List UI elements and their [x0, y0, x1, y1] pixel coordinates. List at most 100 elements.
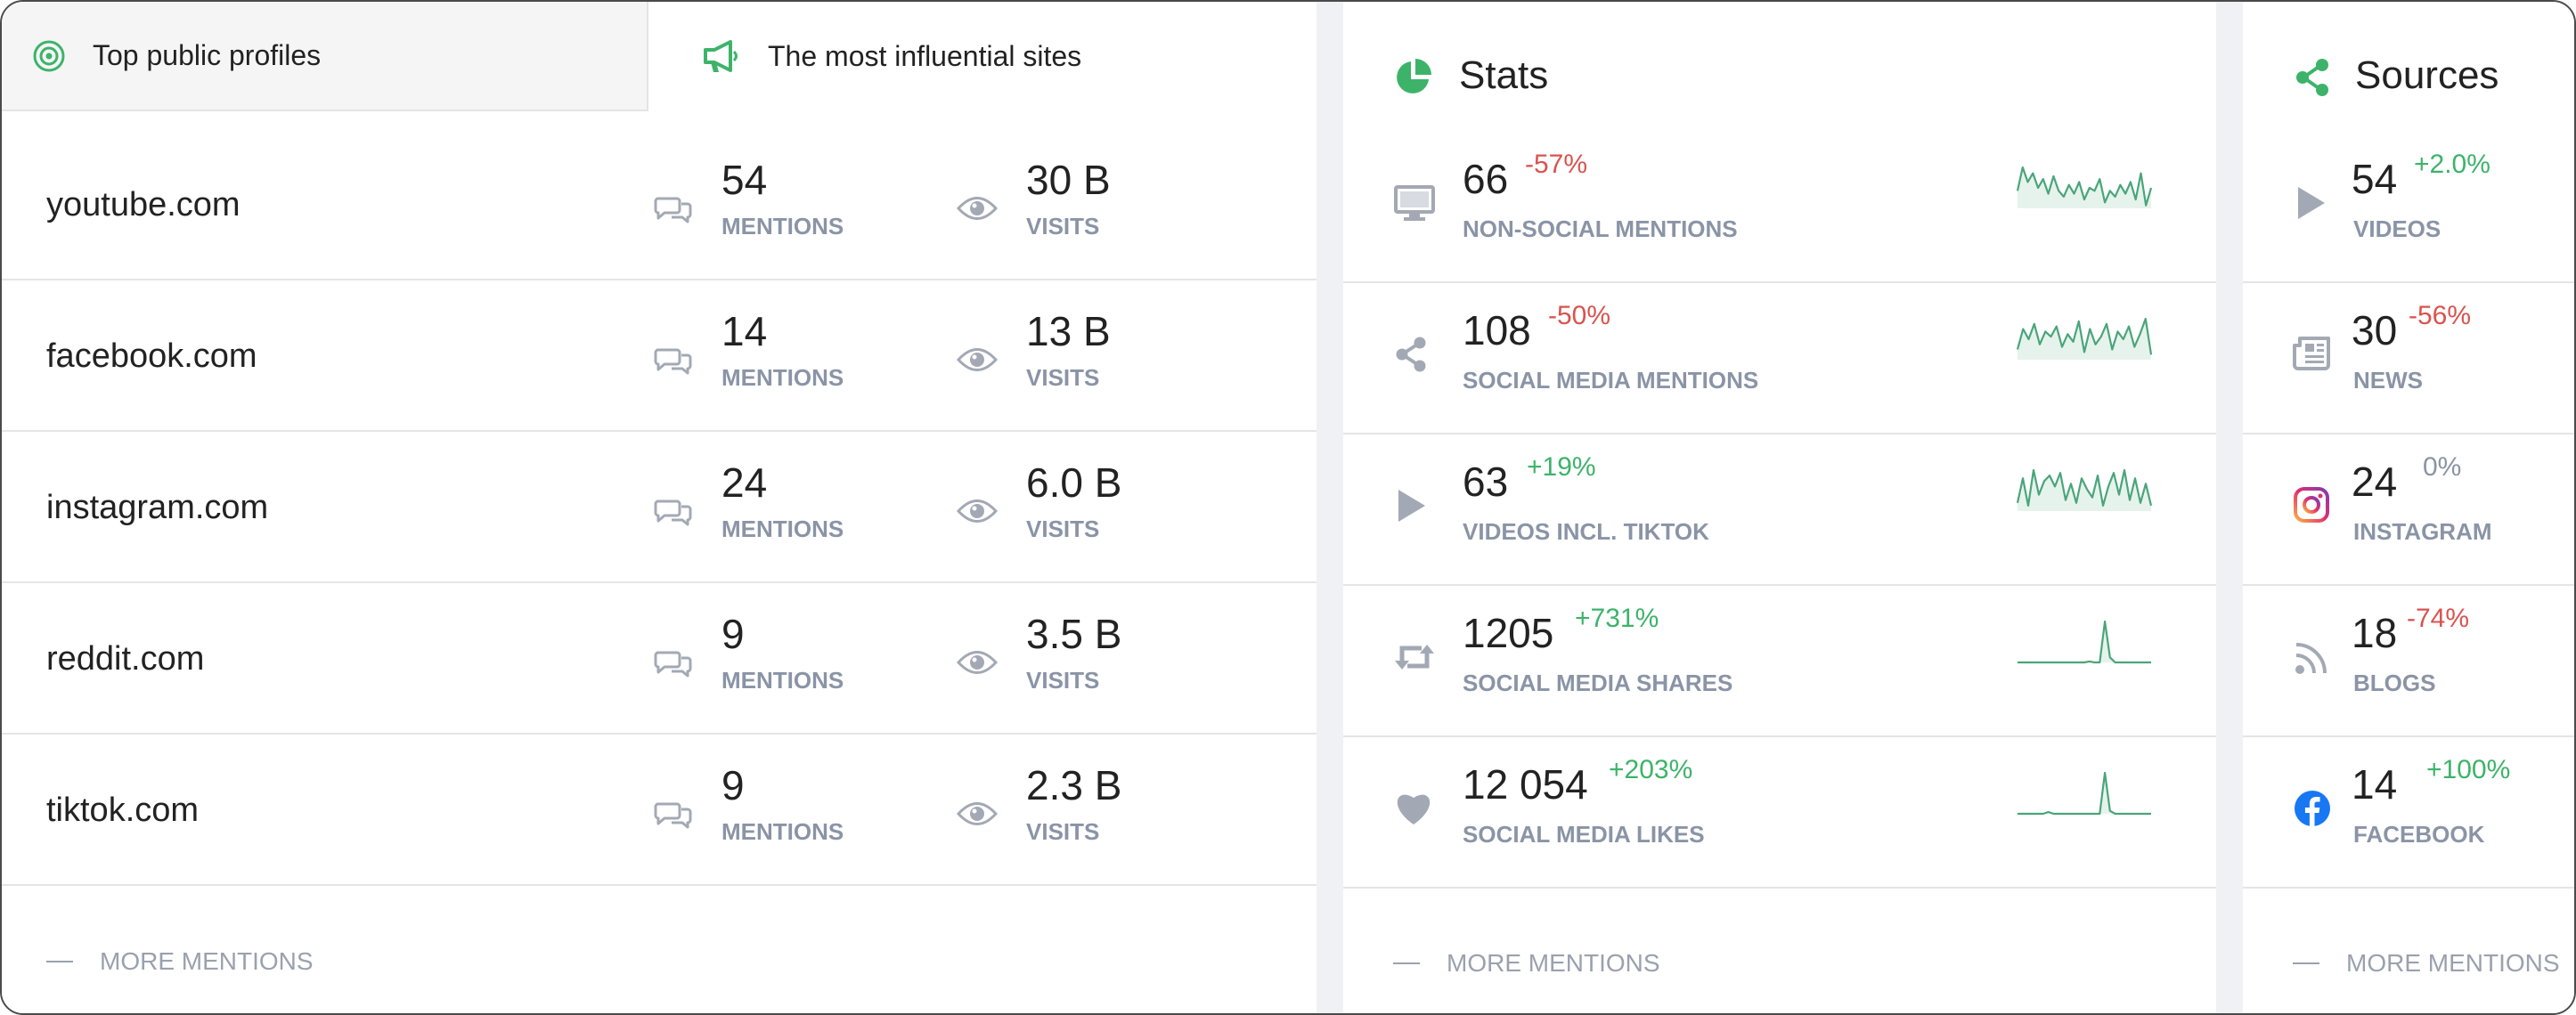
- stat-row[interactable]: 66 -57% NON-SOCIAL MENTIONS: [1343, 132, 2216, 283]
- comment-icon: [654, 799, 693, 837]
- tab-label: Top public profiles: [93, 39, 322, 71]
- source-label: NEWS: [2353, 367, 2423, 394]
- sparkline: [2018, 771, 2151, 816]
- more-mentions-label: MORE MENTIONS: [2346, 949, 2560, 977]
- rss-icon: [2293, 637, 2332, 681]
- retweet-icon: [1393, 637, 1436, 681]
- source-row[interactable]: 18 -74% BLOGS: [2243, 586, 2574, 737]
- visits-count: 3.5 B: [1026, 611, 1122, 657]
- sources-header: Sources: [2243, 2, 2574, 153]
- source-label: VIDEOS: [2353, 215, 2441, 242]
- comment-icon: [654, 345, 693, 383]
- stat-row[interactable]: 63 +19% VIDEOS INCL. TIKTOK: [1343, 434, 2216, 586]
- stat-change: +19%: [1527, 452, 1596, 482]
- stat-label: NON-SOCIAL MENTIONS: [1463, 215, 1738, 242]
- sources-title: Sources: [2355, 53, 2499, 97]
- stat-label: SOCIAL MEDIA MENTIONS: [1463, 367, 1759, 394]
- mentions-label: MENTIONS: [721, 516, 844, 542]
- comment-icon: [654, 496, 693, 534]
- source-row[interactable]: 30 -56% NEWS: [2243, 283, 2574, 434]
- sparkline-line: [2017, 468, 2152, 508]
- more-mentions-link[interactable]: MORE MENTIONS: [46, 947, 314, 976]
- stat-change: -57%: [1525, 150, 1588, 179]
- facebook-icon: [2293, 789, 2332, 832]
- source-change: -56%: [2409, 301, 2472, 330]
- source-value: 24: [2352, 459, 2398, 505]
- mentions-count: 24: [721, 459, 768, 506]
- site-name[interactable]: instagram.com: [46, 488, 269, 526]
- table-row[interactable]: reddit.com 9 MENTIONS 3.5 B VISITS: [2, 583, 1317, 735]
- source-change: +100%: [2426, 755, 2511, 784]
- stat-row[interactable]: 12 054 +203% SOCIAL MEDIA LIKES: [1343, 737, 2216, 889]
- stat-change: +731%: [1575, 604, 1659, 633]
- source-label: FACEBOOK: [2353, 821, 2485, 848]
- share-icon: [1393, 335, 1429, 378]
- sparkline-line: [2017, 166, 2152, 207]
- share-icon: [2296, 59, 2328, 96]
- dash-icon: [2293, 962, 2319, 964]
- mentions-count: 9: [721, 611, 745, 657]
- newspaper-icon: [2293, 335, 2332, 377]
- source-value: 54: [2352, 156, 2398, 202]
- table-row[interactable]: instagram.com 24 MENTIONS 6.0 B VISITS: [2, 432, 1317, 583]
- stat-change: -50%: [1548, 301, 1611, 330]
- sparkline-area: [2018, 167, 2151, 208]
- visits-count: 2.3 B: [1026, 762, 1122, 808]
- more-mentions-link[interactable]: MORE MENTIONS: [1393, 949, 1660, 978]
- megaphone-icon: [704, 39, 738, 72]
- site-name[interactable]: tiktok.com: [46, 791, 200, 829]
- source-change: 0%: [2423, 452, 2462, 482]
- monitor-icon: [1393, 183, 1436, 227]
- site-name[interactable]: facebook.com: [46, 337, 257, 375]
- sites-panel: Top public profiles The most influential…: [2, 2, 1317, 1013]
- tab-label: The most influential sites: [768, 40, 1082, 72]
- site-name[interactable]: youtube.com: [46, 185, 240, 223]
- visits-label: VISITS: [1026, 364, 1100, 391]
- target-icon: [33, 40, 65, 71]
- stat-label: SOCIAL MEDIA SHARES: [1463, 670, 1733, 696]
- table-row[interactable]: tiktok.com 9 MENTIONS 2.3 B VISITS: [2, 735, 1317, 886]
- mentions-count: 54: [721, 157, 768, 203]
- source-label: INSTAGRAM: [2353, 518, 2492, 545]
- more-mentions-link[interactable]: MORE MENTIONS: [2293, 949, 2560, 978]
- site-name[interactable]: reddit.com: [46, 639, 205, 678]
- sparkline-line: [2018, 620, 2151, 664]
- stats-header: Stats: [1343, 2, 2216, 153]
- eye-icon: [956, 345, 999, 379]
- sparkline-line: [2018, 771, 2151, 816]
- tab-most-influential-sites[interactable]: The most influential sites: [661, 2, 1317, 111]
- tab-bar: Top public profiles The most influential…: [2, 2, 1317, 111]
- sparkline: [2018, 620, 2151, 664]
- more-mentions-label: MORE MENTIONS: [100, 947, 314, 975]
- sparkline-area: [2018, 621, 2151, 662]
- visits-label: VISITS: [1026, 516, 1100, 542]
- comment-icon: [654, 647, 693, 686]
- stat-row[interactable]: 1205 +731% SOCIAL MEDIA SHARES: [1343, 586, 2216, 737]
- mentions-count: 14: [721, 308, 768, 354]
- source-value: 14: [2352, 761, 2398, 808]
- sources-panel: Sources 54 +2.0% VIDEOS 30 -56% NEWS 24 0% INSTA…: [2243, 2, 2574, 1013]
- sparkline-line: [2017, 317, 2152, 355]
- heart-icon: [1393, 789, 1434, 831]
- comment-icon: [654, 193, 693, 231]
- source-value: 18: [2352, 610, 2398, 656]
- instagram-icon: [2293, 486, 2330, 528]
- source-row[interactable]: 14 +100% FACEBOOK: [2243, 737, 2574, 889]
- tab-top-public-profiles[interactable]: Top public profiles: [2, 2, 648, 111]
- source-row[interactable]: 54 +2.0% VIDEOS: [2243, 132, 2574, 283]
- sparkline: [2017, 468, 2152, 511]
- table-row[interactable]: facebook.com 14 MENTIONS 13 B VISITS: [2, 280, 1317, 432]
- visits-label: VISITS: [1026, 818, 1100, 845]
- stat-row[interactable]: 108 -50% SOCIAL MEDIA MENTIONS: [1343, 283, 2216, 434]
- stat-value: 1205: [1463, 610, 1554, 656]
- source-row[interactable]: 24 0% INSTAGRAM: [2243, 434, 2574, 586]
- visits-count: 13 B: [1026, 308, 1111, 354]
- stat-value: 63: [1463, 459, 1509, 505]
- source-label: BLOGS: [2353, 670, 2436, 696]
- table-row[interactable]: youtube.com 54 MENTIONS 30 B VISITS: [2, 129, 1317, 280]
- mentions-label: MENTIONS: [721, 818, 844, 845]
- sparkline: [2017, 166, 2152, 208]
- mentions-label: MENTIONS: [721, 364, 844, 391]
- sparkline: [2017, 317, 2152, 360]
